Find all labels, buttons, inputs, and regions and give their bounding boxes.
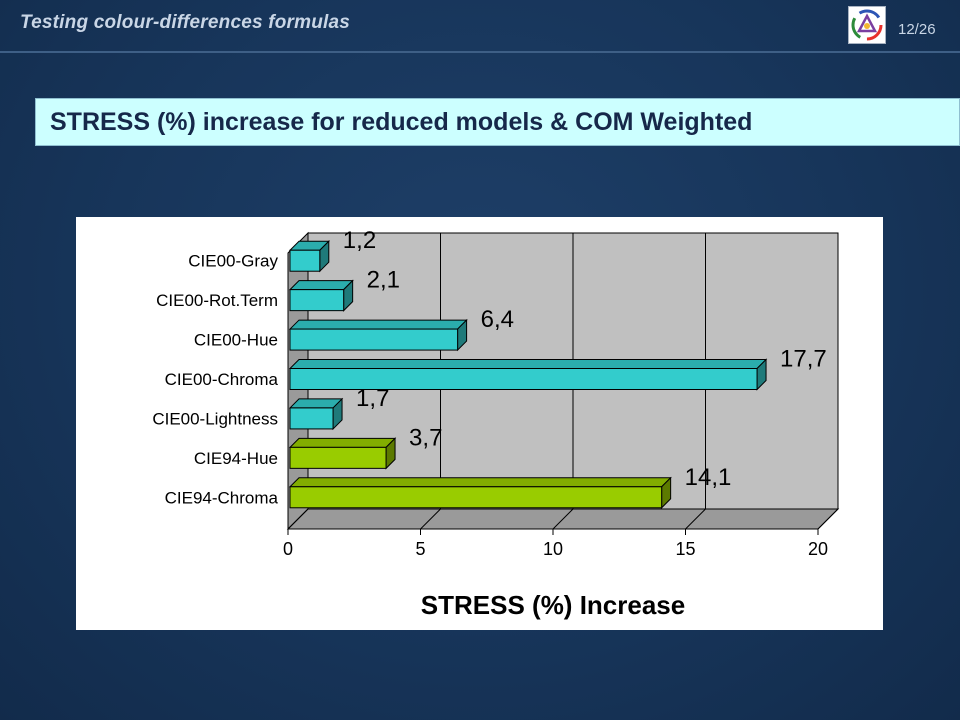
bar [289,446,387,469]
category-label: CIE00-Lightness [152,409,278,428]
bar [289,486,663,509]
bar-top-face [288,477,672,488]
floor-gridline [685,508,706,530]
bar [289,249,321,272]
category-label: CIE00-Hue [194,331,278,350]
bar-top-face [288,280,354,291]
header-divider [0,51,960,53]
conference-logo-icon [848,6,886,44]
category-label: CIE00-Chroma [165,370,279,389]
bar-value-label: 6,4 [481,306,514,333]
x-tick-label: 5 [415,539,425,559]
page-number: 12/26 [898,21,936,38]
bar-value-label: 1,7 [356,385,389,412]
slide-header-title: Testing colour-differences formulas [20,12,351,33]
bar [289,289,345,312]
x-tick-label: 0 [283,539,293,559]
category-label: CIE94-Chroma [165,488,279,507]
bar-top-face [288,319,468,330]
bar-top-face [288,359,768,369]
floor-gridline [287,508,309,530]
bar-value-label: 17,7 [780,346,827,373]
x-tick-label: 10 [543,539,563,559]
bar-value-label: 14,1 [685,464,732,491]
x-tick-label: 15 [675,539,695,559]
category-label: CIE00-Rot.Term [156,291,278,310]
bar-value-label: 2,1 [367,267,400,294]
floor-gridline [552,508,574,530]
category-label: CIE94-Hue [194,449,278,468]
bar-value-label: 3,7 [409,424,442,451]
bar [289,407,334,430]
category-label: CIE00-Gray [188,252,278,271]
bar [289,368,758,390]
bar-chart: 0 5 10 15 20 1,2 CIE00-Gray 2,1 CIE00-Rot.Term 6,… [152,227,840,620]
floor-gridline [420,508,441,530]
bar-chart-panel: 0 5 10 15 20 1,2 CIE00-Gray 2,1 CIE00-Rot.Term 6,… [76,217,883,630]
bar-top-face [288,437,397,448]
floor-gridline [817,508,839,530]
slide-subtitle: STRESS (%) increase for reduced models &… [35,98,960,146]
bar [289,328,459,351]
x-tick-label: 20 [808,539,828,559]
x-axis-title: STRESS (%) Increase [421,590,685,620]
bar-value-label: 1,2 [343,227,376,254]
